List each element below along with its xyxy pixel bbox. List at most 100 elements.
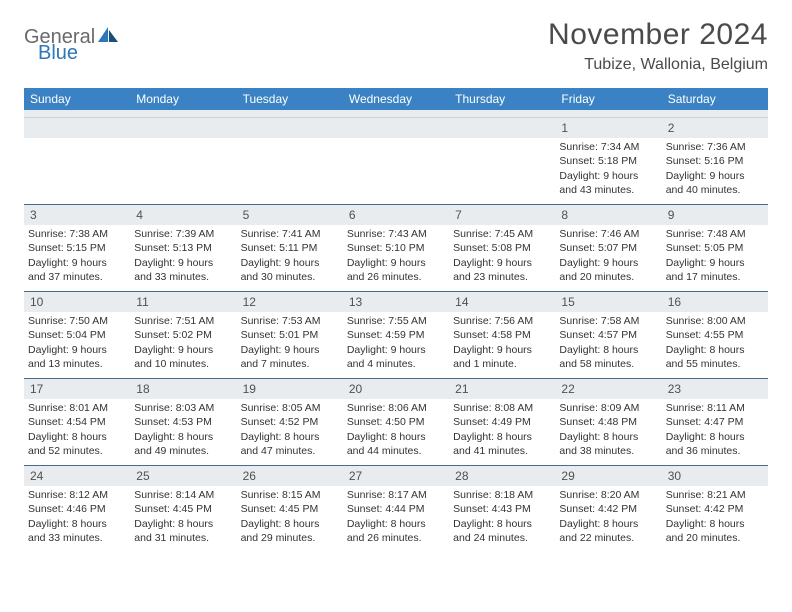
day-cell: 24Sunrise: 8:12 AMSunset: 4:46 PMDayligh… [24, 466, 130, 552]
day-cell: 3Sunrise: 7:38 AMSunset: 5:15 PMDaylight… [24, 205, 130, 291]
day-cell: 25Sunrise: 8:14 AMSunset: 4:45 PMDayligh… [130, 466, 236, 552]
daylight-text: Daylight: 9 hours and 4 minutes. [347, 343, 445, 371]
sunset-text: Sunset: 4:53 PM [134, 415, 232, 429]
day-body: Sunrise: 8:01 AMSunset: 4:54 PMDaylight:… [24, 399, 130, 462]
day-number: 26 [237, 466, 343, 486]
daylight-text: Daylight: 9 hours and 10 minutes. [134, 343, 232, 371]
sunset-text: Sunset: 4:42 PM [559, 502, 657, 516]
daylight-text: Daylight: 9 hours and 37 minutes. [28, 256, 126, 284]
daylight-text: Daylight: 8 hours and 22 minutes. [559, 517, 657, 545]
daylight-text: Daylight: 8 hours and 33 minutes. [28, 517, 126, 545]
sunrise-text: Sunrise: 7:45 AM [453, 227, 551, 241]
header: General November 2024 Tubize, Wallonia, … [24, 18, 768, 74]
sunset-text: Sunset: 5:10 PM [347, 241, 445, 255]
day-body: Sunrise: 7:46 AMSunset: 5:07 PMDaylight:… [555, 225, 661, 288]
sunrise-text: Sunrise: 7:53 AM [241, 314, 339, 328]
sunrise-text: Sunrise: 8:03 AM [134, 401, 232, 415]
day-number: 21 [449, 379, 555, 399]
day-number: 28 [449, 466, 555, 486]
day-number: 14 [449, 292, 555, 312]
sunrise-text: Sunrise: 8:09 AM [559, 401, 657, 415]
sunset-text: Sunset: 4:42 PM [666, 502, 764, 516]
sunrise-text: Sunrise: 7:43 AM [347, 227, 445, 241]
dow-row: Sunday Monday Tuesday Wednesday Thursday… [24, 88, 768, 110]
sunset-text: Sunset: 4:45 PM [241, 502, 339, 516]
day-cell: 5Sunrise: 7:41 AMSunset: 5:11 PMDaylight… [237, 205, 343, 291]
day-cell: 2 Sunrise: 7:36 AMSunset: 5:16 PMDaylight… [662, 118, 768, 204]
day-cell: 21Sunrise: 8:08 AMSunset: 4:49 PMDayligh… [449, 379, 555, 465]
daylight-text: Daylight: 8 hours and 58 minutes. [559, 343, 657, 371]
dow-cell: Tuesday [237, 88, 343, 110]
week-row: 1Sunrise: 7:34 AMSunset: 5:18 PMDaylight… [24, 118, 768, 204]
day-body: Sunrise: 8:15 AMSunset: 4:45 PMDaylight:… [237, 486, 343, 549]
sunrise-text: Sunrise: 7:51 AM [134, 314, 232, 328]
day-body: Sunrise: 7:41 AMSunset: 5:11 PMDaylight:… [237, 225, 343, 288]
day-cell: 6Sunrise: 7:43 AMSunset: 5:10 PMDaylight… [343, 205, 449, 291]
daylight-text: Daylight: 9 hours and 40 minutes. [666, 169, 764, 197]
day-number: 30 [662, 466, 768, 486]
day-body: Sunrise: 8:08 AMSunset: 4:49 PMDaylight:… [449, 399, 555, 462]
day-number: 27 [343, 466, 449, 486]
sunset-text: Sunset: 5:08 PM [453, 241, 551, 255]
sunset-text: Sunset: 5:16 PM [666, 154, 764, 168]
day-number: 16 [662, 292, 768, 312]
day-number: 2 [662, 118, 768, 138]
daylight-text: Daylight: 9 hours and 7 minutes. [241, 343, 339, 371]
day-cell [449, 118, 555, 204]
daylight-text: Daylight: 9 hours and 23 minutes. [453, 256, 551, 284]
day-number: 13 [343, 292, 449, 312]
dow-cell: Saturday [662, 88, 768, 110]
day-cell [343, 118, 449, 204]
day-body: Sunrise: 8:11 AMSunset: 4:47 PMDaylight:… [662, 399, 768, 462]
daylight-text: Daylight: 8 hours and 31 minutes. [134, 517, 232, 545]
sunrise-text: Sunrise: 7:46 AM [559, 227, 657, 241]
sunrise-text: Sunrise: 8:14 AM [134, 488, 232, 502]
day-body: Sunrise: 8:12 AMSunset: 4:46 PMDaylight:… [24, 486, 130, 549]
day-cell [24, 118, 130, 204]
day-body: Sunrise: 8:20 AMSunset: 4:42 PMDaylight:… [555, 486, 661, 549]
day-body: Sunrise: 8:03 AMSunset: 4:53 PMDaylight:… [130, 399, 236, 462]
sunrise-text: Sunrise: 7:55 AM [347, 314, 445, 328]
sunrise-text: Sunrise: 8:11 AM [666, 401, 764, 415]
sunrise-text: Sunrise: 7:36 AM [666, 140, 764, 154]
day-number: 29 [555, 466, 661, 486]
week-row: 3Sunrise: 7:38 AMSunset: 5:15 PMDaylight… [24, 204, 768, 291]
day-body: Sunrise: 8:09 AMSunset: 4:48 PMDaylight:… [555, 399, 661, 462]
sunset-text: Sunset: 4:55 PM [666, 328, 764, 342]
sunrise-text: Sunrise: 7:39 AM [134, 227, 232, 241]
day-body: Sunrise: 8:06 AMSunset: 4:50 PMDaylight:… [343, 399, 449, 462]
sunrise-text: Sunrise: 8:18 AM [453, 488, 551, 502]
day-cell: 16Sunrise: 8:00 AMSunset: 4:55 PMDayligh… [662, 292, 768, 378]
day-body: Sunrise: 7:38 AMSunset: 5:15 PMDaylight:… [24, 225, 130, 288]
day-cell [237, 118, 343, 204]
sunrise-text: Sunrise: 7:50 AM [28, 314, 126, 328]
day-number: 19 [237, 379, 343, 399]
day-number [130, 118, 236, 138]
day-number: 12 [237, 292, 343, 312]
brand-part2-wrap: Blue [38, 42, 78, 65]
day-cell: 27Sunrise: 8:17 AMSunset: 4:44 PMDayligh… [343, 466, 449, 552]
day-cell: 9Sunrise: 7:48 AMSunset: 5:05 PMDaylight… [662, 205, 768, 291]
sunset-text: Sunset: 5:07 PM [559, 241, 657, 255]
week-row: 24Sunrise: 8:12 AMSunset: 4:46 PMDayligh… [24, 465, 768, 552]
daylight-text: Daylight: 8 hours and 36 minutes. [666, 430, 764, 458]
day-number: 11 [130, 292, 236, 312]
sunrise-text: Sunrise: 8:06 AM [347, 401, 445, 415]
day-body: Sunrise: 7:53 AMSunset: 5:01 PMDaylight:… [237, 312, 343, 375]
day-body: Sunrise: 7:39 AMSunset: 5:13 PMDaylight:… [130, 225, 236, 288]
daylight-text: Daylight: 8 hours and 29 minutes. [241, 517, 339, 545]
sunrise-text: Sunrise: 8:21 AM [666, 488, 764, 502]
sunrise-text: Sunrise: 8:20 AM [559, 488, 657, 502]
day-cell: 14Sunrise: 7:56 AMSunset: 4:58 PMDayligh… [449, 292, 555, 378]
day-number: 1 [555, 118, 661, 138]
day-cell: 22Sunrise: 8:09 AMSunset: 4:48 PMDayligh… [555, 379, 661, 465]
sunset-text: Sunset: 5:15 PM [28, 241, 126, 255]
sunset-text: Sunset: 5:02 PM [134, 328, 232, 342]
daylight-text: Daylight: 8 hours and 38 minutes. [559, 430, 657, 458]
sunrise-text: Sunrise: 7:41 AM [241, 227, 339, 241]
day-body [24, 138, 130, 144]
daylight-text: Daylight: 9 hours and 26 minutes. [347, 256, 445, 284]
day-cell: 8Sunrise: 7:46 AMSunset: 5:07 PMDaylight… [555, 205, 661, 291]
day-cell: 10Sunrise: 7:50 AMSunset: 5:04 PMDayligh… [24, 292, 130, 378]
calendar: Sunday Monday Tuesday Wednesday Thursday… [24, 88, 768, 552]
